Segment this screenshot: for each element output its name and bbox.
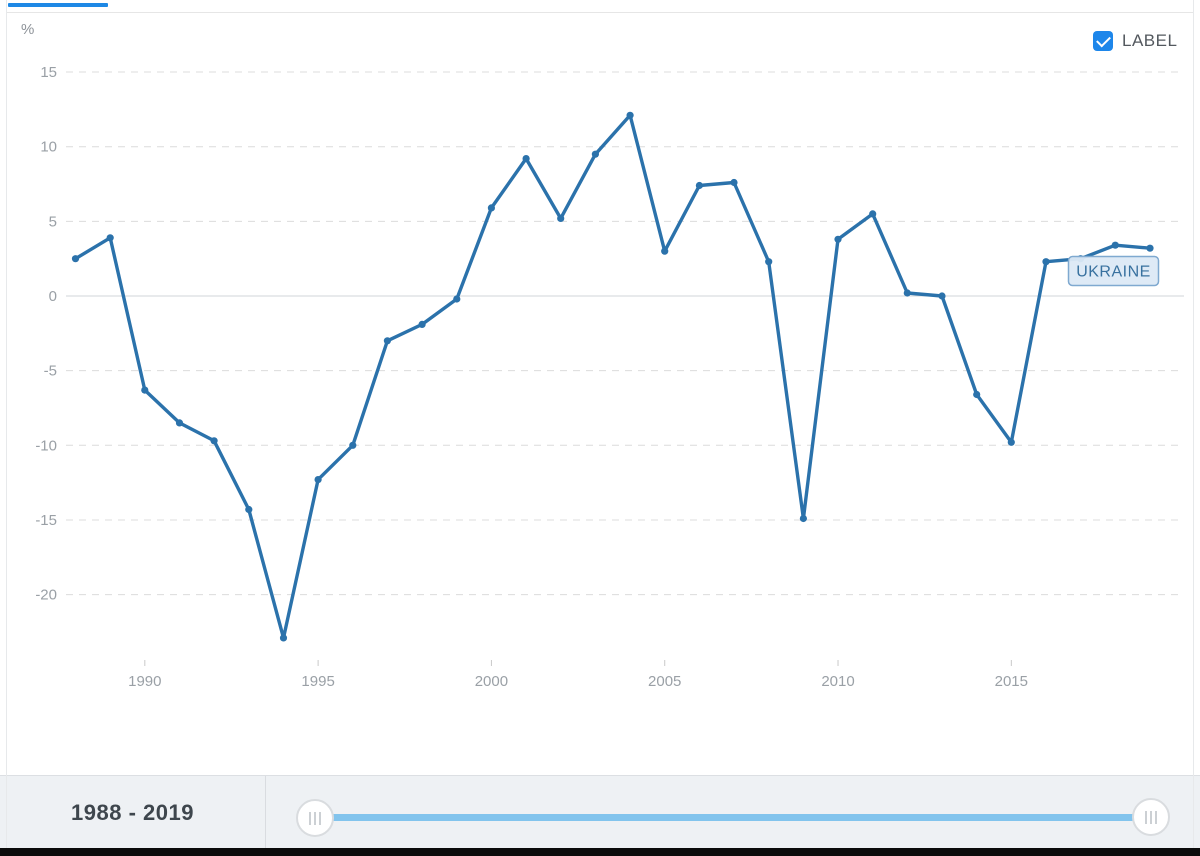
- y-axis-tick-label: -20: [35, 587, 57, 604]
- data-point-2007: [730, 178, 738, 187]
- data-point-2013: [938, 292, 946, 300]
- data-point-1989: [106, 234, 114, 242]
- x-axis-tick-label: 2010: [821, 673, 854, 690]
- series-label-text: UKRAINE: [1076, 264, 1151, 281]
- data-point-1993: [245, 505, 253, 514]
- data-point-2009: [799, 514, 808, 523]
- x-axis-tick-label: 2005: [648, 673, 681, 690]
- data-point-1990: [141, 386, 149, 394]
- data-point-1999: [453, 295, 461, 303]
- range-slider-track[interactable]: [315, 814, 1153, 821]
- data-point-2000: [487, 204, 495, 212]
- grip-icon: [314, 811, 316, 825]
- data-point-1994: [279, 634, 288, 642]
- label-checkbox-text: LABEL: [1122, 31, 1178, 50]
- data-point-2001: [522, 155, 530, 163]
- y-axis-tick-label: -5: [44, 363, 57, 380]
- series-line-ukraine: [73, 113, 1152, 640]
- label-checkbox[interactable]: [1093, 31, 1113, 51]
- range-slider-left-handle[interactable]: [296, 799, 334, 837]
- data-point-2008: [765, 258, 773, 266]
- data-point-2011: [869, 210, 877, 218]
- x-axis-tick-label: 1990: [128, 673, 161, 690]
- y-axis-tick-label: 5: [49, 213, 57, 230]
- line-chart: 15 10 5 0 -5 -10 -15 -20 1990 1995 2000 2005 2010 201…: [35, 64, 1184, 690]
- data-point-2004: [626, 111, 634, 119]
- data-point-1998: [418, 320, 426, 328]
- data-point-1996: [349, 441, 357, 449]
- y-axis-unit-label: %: [21, 21, 35, 38]
- y-axis-tick-label: -10: [35, 437, 57, 454]
- range-selector-bar: 1988 - 2019: [0, 775, 1200, 849]
- data-point-2015: [1007, 438, 1015, 446]
- y-axis-tick-label: 0: [49, 288, 57, 305]
- x-axis-tick-label: 2015: [995, 673, 1028, 690]
- grip-icon: [1145, 810, 1147, 824]
- footer-divider: [265, 776, 266, 849]
- data-point-1997: [383, 337, 391, 345]
- active-tab-indicator[interactable]: [8, 3, 108, 7]
- data-point-2010: [834, 235, 842, 243]
- grip-icon: [319, 811, 321, 825]
- x-axis-tick-label: 2000: [475, 673, 508, 690]
- grip-icon: [1150, 810, 1152, 824]
- data-point-1992: [210, 437, 218, 445]
- data-point-2016: [1042, 258, 1050, 266]
- page-right-border: [1193, 0, 1194, 848]
- window-bottom-edge: [0, 848, 1200, 856]
- checkmark-icon: [1095, 32, 1111, 47]
- data-point-1995: [314, 476, 322, 484]
- data-point-1991: [175, 419, 184, 427]
- label-checkbox-row[interactable]: LABEL: [1093, 31, 1177, 51]
- y-axis-tick-label: -15: [35, 512, 57, 529]
- y-axis-tick-label: 15: [40, 64, 57, 81]
- y-axis-tick-label: 10: [40, 139, 57, 156]
- data-point-2018: [1111, 241, 1119, 249]
- page-left-border: [6, 0, 7, 848]
- tab-bar: [6, 0, 1194, 13]
- data-point-2002: [557, 214, 565, 222]
- range-slider-right-handle[interactable]: [1132, 798, 1170, 836]
- series-label-box: [1067, 255, 1160, 287]
- grip-icon: [309, 811, 311, 825]
- data-point-2012: [903, 289, 911, 297]
- grip-icon: [1155, 810, 1157, 824]
- x-axis-tick-label: 1995: [301, 673, 334, 690]
- data-point-2005: [661, 247, 669, 255]
- data-point-2006: [695, 181, 704, 190]
- data-point-2019: [1146, 244, 1154, 252]
- data-point-2003: [591, 150, 600, 158]
- data-point-1988: [71, 255, 80, 263]
- date-range-label: 1988 - 2019: [71, 799, 194, 825]
- data-point-2014: [973, 390, 981, 399]
